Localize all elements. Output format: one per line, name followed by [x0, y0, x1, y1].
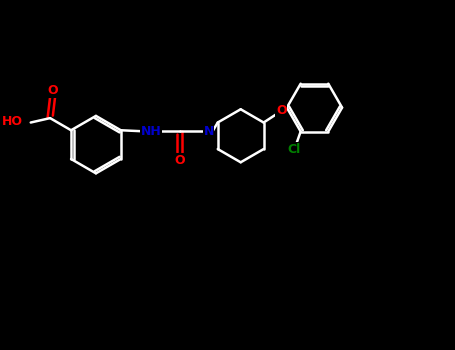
Text: O: O	[47, 84, 58, 97]
Text: Cl: Cl	[288, 143, 301, 156]
Text: HO: HO	[2, 116, 23, 128]
Text: NH: NH	[141, 125, 162, 138]
Text: O: O	[276, 104, 287, 117]
Text: O: O	[175, 154, 185, 167]
Text: N: N	[203, 125, 214, 138]
